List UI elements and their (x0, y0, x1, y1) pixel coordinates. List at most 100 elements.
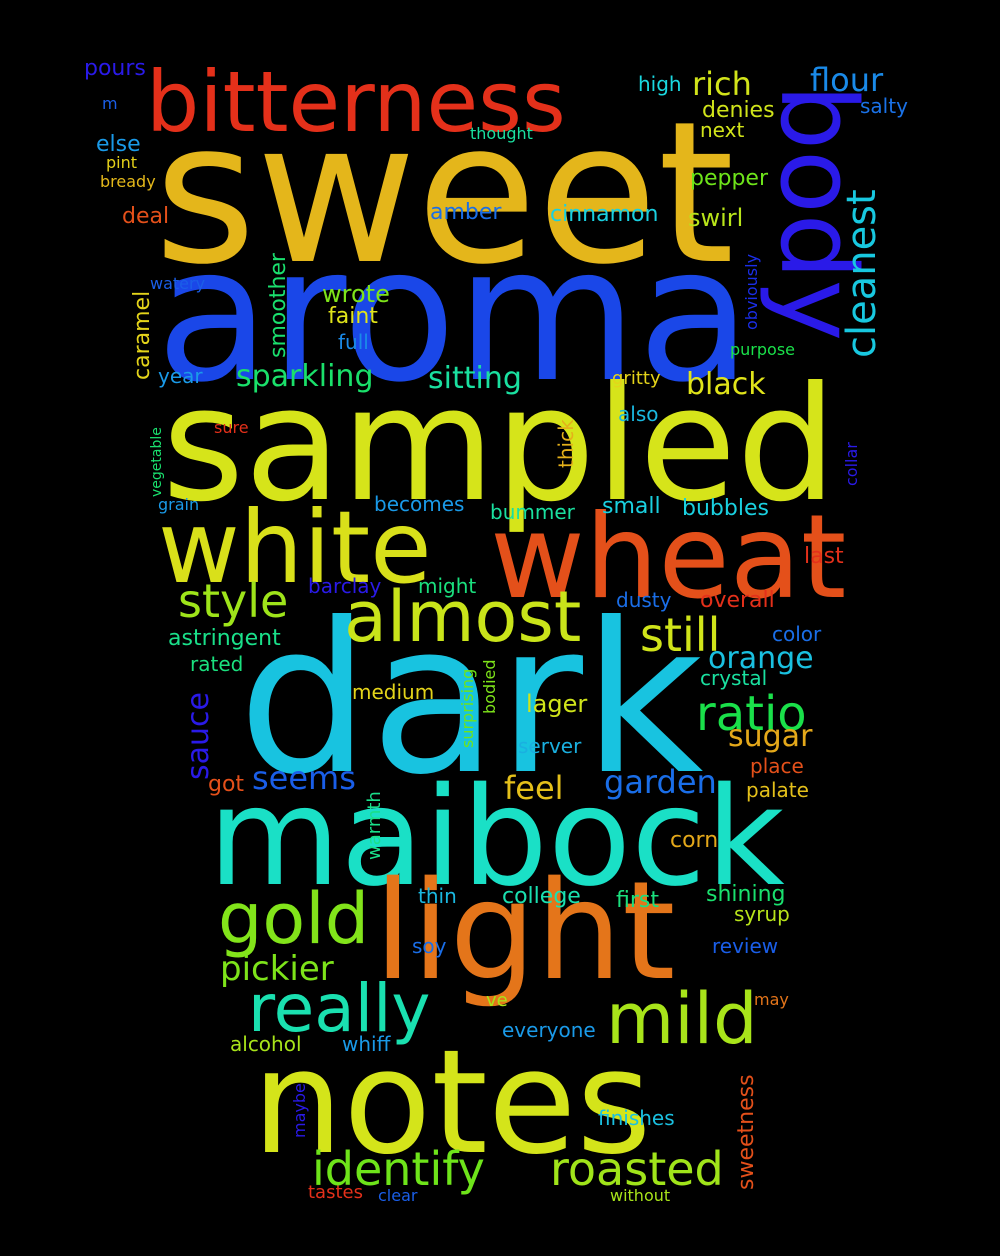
word-astringent: astringent (168, 626, 281, 651)
word-identify: identify (312, 1142, 485, 1196)
word-bitterness: bitterness (146, 53, 566, 151)
word-sitting: sitting (428, 361, 522, 396)
word-thought: thought (470, 124, 533, 143)
word-cleanest: cleanest (839, 189, 885, 358)
word-small: small (602, 494, 661, 519)
word-lager: lager (526, 690, 588, 718)
word-denies: denies (702, 98, 775, 123)
word-maibock: maibock (208, 759, 785, 917)
word-feel: feel (504, 769, 564, 807)
word-bodied: bodied (480, 659, 499, 714)
word-clear: clear (378, 1186, 418, 1205)
word-obviously: obviously (742, 253, 761, 330)
word-wrote: wrote (322, 280, 390, 308)
word-without: without (610, 1186, 671, 1205)
word-becomes: becomes (374, 492, 465, 516)
word-sure: sure (214, 418, 249, 437)
word-syrup: syrup (734, 902, 790, 926)
word-tastes: tastes (308, 1182, 363, 1203)
word-rated: rated (190, 652, 244, 676)
word-bummer: bummer (490, 500, 575, 524)
word-first: first (616, 888, 659, 913)
word-still: still (640, 608, 721, 662)
word-sweetness: sweetness (734, 1074, 759, 1190)
word-deal: deal (122, 204, 170, 229)
word-bready: bready (100, 172, 156, 191)
word-whiff: whiff (342, 1032, 391, 1056)
word-crystal: crystal (700, 666, 768, 690)
word-palate: palate (746, 778, 809, 802)
word-orange: orange (708, 641, 814, 676)
word-purpose: purpose (730, 340, 795, 359)
word-medium: medium (352, 680, 435, 704)
word-seems: seems (252, 759, 356, 797)
word-gold: gold (218, 878, 370, 960)
word-sampled: sampled (162, 353, 837, 537)
word-got: got (208, 772, 245, 797)
word-almost: almost (344, 576, 582, 658)
word-flour: flour (810, 61, 884, 99)
word-sweet: sweet (154, 80, 735, 308)
word-light: light (374, 853, 676, 1011)
word-dark: dark (238, 579, 704, 821)
word-pickier: pickier (220, 949, 334, 989)
word-white: white (158, 489, 432, 606)
word-pepper: pepper (690, 166, 769, 191)
word-sugar: sugar (728, 719, 813, 754)
word-faint: faint (328, 304, 378, 329)
word-last: last (804, 544, 844, 569)
word-thick: thick (554, 419, 578, 468)
word-dusty: dusty (616, 588, 672, 612)
word-finishes: finishes (598, 1106, 675, 1130)
word-warmth: warmth (364, 791, 385, 860)
word-really: really (248, 970, 431, 1047)
word-might: might (418, 574, 477, 598)
word-college: college (502, 884, 581, 909)
word-thin: thin (418, 884, 457, 908)
word-place: place (750, 754, 804, 778)
word-color: color (772, 622, 822, 646)
word-may: may (754, 990, 789, 1009)
word-alcohol: alcohol (230, 1032, 302, 1056)
word-pours: pours (84, 56, 146, 81)
word-soy: soy (412, 934, 447, 958)
word-full: full (338, 330, 369, 354)
word-roasted: roasted (550, 1142, 724, 1196)
word-high: high (638, 72, 682, 96)
word-corn: corn (670, 828, 719, 853)
word-vegetable: vegetable (149, 427, 165, 497)
word-swirl: swirl (688, 204, 744, 232)
word-sparkling: sparkling (236, 359, 374, 394)
word-garden: garden (604, 763, 717, 801)
word-smoother: smoother (266, 253, 291, 358)
word-amber: amber (430, 200, 502, 225)
word-pint: pint (106, 153, 138, 172)
word-review: review (712, 934, 779, 958)
word-wheat: wheat (490, 490, 847, 625)
word-also: also (618, 402, 659, 426)
word-m: m (102, 94, 118, 113)
word-notes: notes (252, 1018, 652, 1186)
word-server: server (518, 734, 582, 758)
word-overall: overall (700, 588, 775, 613)
word-surprising: surprising (458, 668, 477, 748)
word-aroma: aroma (156, 206, 752, 423)
word-barclay: barclay (308, 574, 382, 598)
word-caramel: caramel (130, 290, 155, 380)
word-collar: collar (842, 442, 861, 486)
word-year: year (158, 364, 203, 388)
word-next: next (700, 118, 745, 142)
word-cinnamon: cinnamon (550, 202, 659, 227)
word-black: black (686, 367, 766, 402)
word-bubbles: bubbles (682, 496, 769, 521)
word-else: else (96, 132, 141, 157)
word-sauce: sauce (181, 692, 216, 780)
word-maybe: maybe (290, 1083, 309, 1138)
word-salty: salty (860, 94, 908, 118)
word-gritty: gritty (612, 368, 661, 389)
word-mild: mild (606, 978, 758, 1060)
word-everyone: everyone (502, 1018, 596, 1042)
word-shining: shining (706, 882, 786, 907)
word-grain: grain (158, 495, 200, 514)
